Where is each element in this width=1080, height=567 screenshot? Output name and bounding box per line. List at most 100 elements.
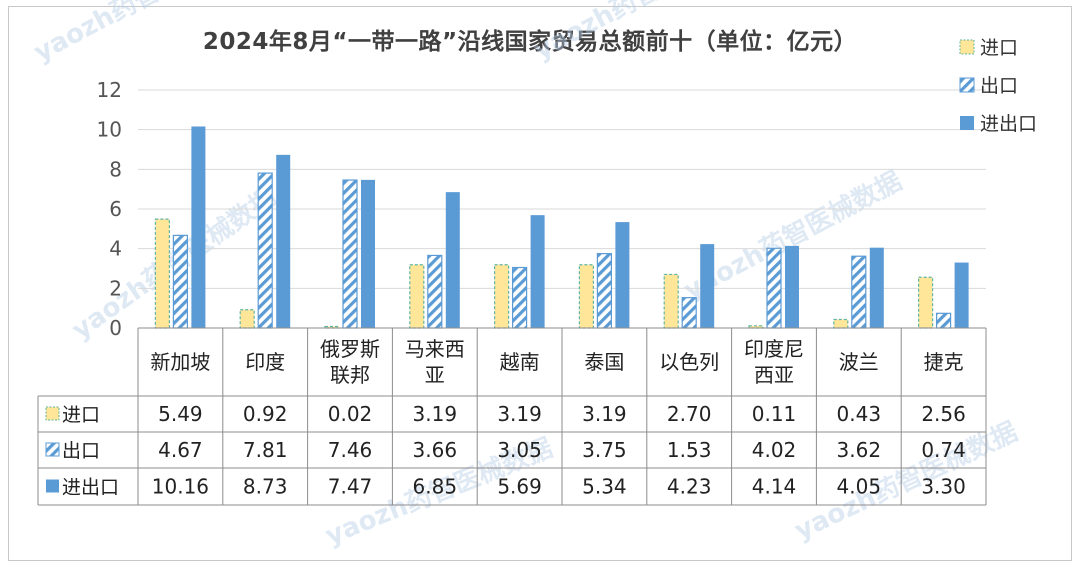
table-cell-value: 3.30 (921, 475, 966, 499)
table-cell-value: 4.14 (752, 475, 797, 499)
table-cell-value: 10.16 (152, 475, 209, 499)
table-cell-value: 5.34 (582, 475, 627, 499)
bar-export (172, 234, 188, 329)
table-cell-value: 2.70 (667, 402, 712, 426)
bar-export (596, 253, 613, 329)
table-cell-value: 3.62 (837, 438, 882, 462)
row-label: 出口 (62, 440, 100, 462)
bar-total (700, 244, 715, 328)
table-cell-value: 0.43 (837, 402, 882, 426)
watermark-text: yaozh药智医械数据 (790, 417, 1022, 546)
table-cell-value: 3.75 (582, 438, 627, 462)
y-axis: 0 2 4 6 8 10 12 (97, 78, 122, 340)
bar-total (530, 215, 545, 328)
legend-key-export (45, 442, 60, 457)
table-cell-value: 0.92 (243, 402, 288, 426)
watermark-text: yaozh药智医械数据 (529, 0, 757, 66)
bar-total (869, 247, 884, 328)
category-label: 印度尼 (744, 337, 804, 361)
table-cell-value: 3.66 (413, 438, 458, 462)
bar-export (935, 312, 952, 329)
bar-export (681, 297, 697, 329)
bar-export (766, 247, 782, 329)
category-label: 亚 (425, 363, 445, 387)
bar-total (191, 126, 206, 328)
table-cell-value: 3.05 (497, 438, 542, 462)
category-label: 波兰 (839, 350, 879, 374)
table-cell-value: 4.02 (752, 438, 797, 462)
legend-key-import (959, 39, 975, 55)
bar-import (748, 325, 764, 329)
bar-import (409, 264, 425, 329)
bar-import (239, 309, 255, 329)
table-cell-value: 4.05 (837, 475, 882, 499)
bar-import (663, 273, 679, 329)
category-label: 以色列 (659, 350, 719, 374)
chart-title: 2024年8月“一带一路”沿线国家贸易总额前十（单位：亿元） (202, 29, 858, 55)
legend-key-import (45, 406, 60, 421)
table-cell-value: 0.02 (328, 402, 373, 426)
bar-export (257, 172, 273, 329)
category-label: 马来西 (405, 337, 465, 361)
bar-import (578, 264, 595, 329)
table-cell-value: 7.46 (328, 438, 373, 462)
category-label: 联邦 (330, 363, 370, 387)
legend-key-total (46, 479, 59, 493)
table-cell-value: 7.81 (243, 438, 288, 462)
bar-total (954, 262, 969, 328)
table-cell-value: 4.67 (158, 438, 203, 462)
legend-label: 出口 (980, 75, 1018, 97)
table-cell-value: 4.23 (667, 475, 712, 499)
row-label: 进出口 (62, 477, 119, 499)
bar-export (511, 266, 528, 329)
table-cell-value: 0.74 (921, 438, 966, 462)
legend-label: 进出口 (980, 113, 1037, 135)
table-cell-value: 3.19 (413, 402, 458, 426)
bar-export (342, 179, 358, 329)
category-label: 捷克 (924, 350, 964, 374)
y-tick-label: 2 (109, 276, 122, 300)
y-tick-label: 4 (109, 237, 122, 261)
watermark-text: yaozh药智医械数据 (29, 0, 257, 68)
bar-total (785, 245, 799, 328)
bar-import (917, 276, 934, 329)
y-tick-label: 6 (109, 197, 122, 221)
y-tick-label: 0 (109, 316, 122, 340)
bar-import (494, 264, 510, 329)
category-label: 印度 (245, 350, 285, 374)
bar-export (427, 254, 443, 329)
table-cell-value: 5.69 (497, 475, 542, 499)
bar-import (833, 318, 849, 329)
category-label: 泰国 (584, 350, 624, 374)
table-cell-value: 1.53 (667, 438, 712, 462)
table-cell-value: 6.85 (413, 475, 458, 499)
bar-export (851, 255, 867, 329)
bar-total (361, 179, 375, 328)
legend-label: 进口 (980, 37, 1018, 59)
bar-series (154, 126, 969, 329)
legend-key-total (960, 116, 974, 130)
table-cell-value: 3.19 (497, 402, 542, 426)
row-label: 进口 (62, 404, 100, 426)
y-tick-label: 8 (109, 157, 122, 181)
y-tick-label: 10 (97, 118, 122, 142)
table-cell-value: 7.47 (328, 475, 373, 499)
table-cell-value: 8.73 (243, 475, 288, 499)
bar-total (276, 154, 291, 328)
category-label: 俄罗斯 (320, 337, 380, 361)
bar-import (154, 218, 170, 329)
category-label: 新加坡 (150, 350, 210, 374)
bar-total (445, 192, 460, 328)
category-label: 越南 (500, 350, 540, 374)
y-tick-label: 12 (97, 78, 122, 102)
category-label: 西亚 (754, 363, 794, 387)
table-cell-value: 0.11 (752, 402, 797, 426)
legend-key-export (959, 77, 975, 93)
bar-total (615, 222, 630, 328)
table-cell-value: 3.19 (582, 402, 627, 426)
table-cell-value: 5.49 (158, 402, 203, 426)
table-cell-value: 2.56 (921, 402, 966, 426)
